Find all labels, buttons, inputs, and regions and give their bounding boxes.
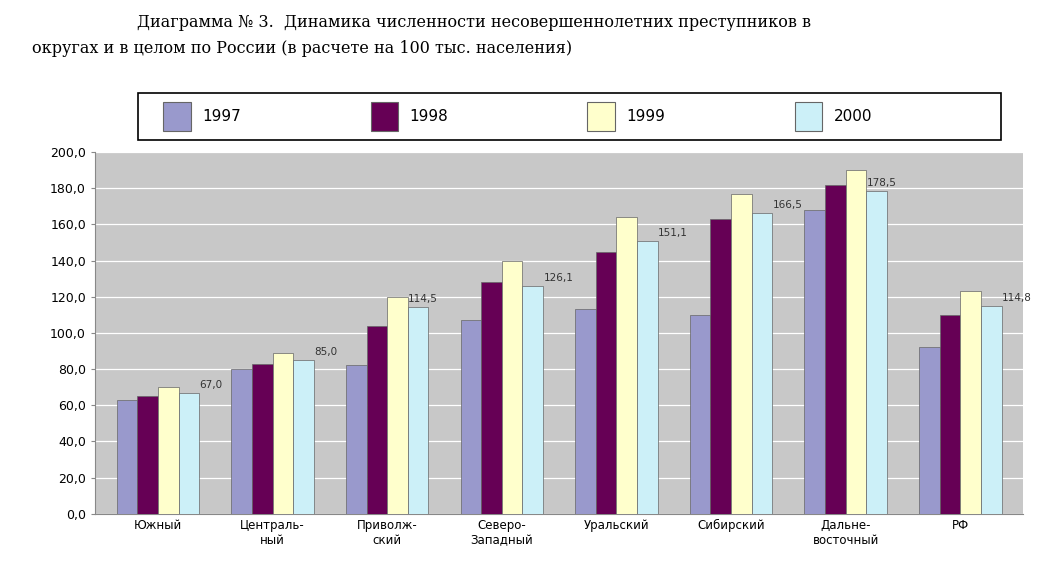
FancyBboxPatch shape: [138, 93, 1001, 139]
Bar: [137, 396, 158, 514]
Text: 1999: 1999: [626, 108, 665, 124]
Bar: [710, 219, 731, 514]
Text: 151,1: 151,1: [658, 228, 688, 238]
Bar: [252, 364, 272, 514]
Bar: [346, 366, 366, 514]
Bar: [575, 309, 596, 514]
Bar: [164, 102, 191, 131]
Bar: [919, 347, 940, 514]
Text: 1997: 1997: [203, 108, 241, 124]
Bar: [117, 400, 137, 514]
Bar: [158, 387, 178, 514]
Bar: [616, 217, 637, 514]
Bar: [794, 102, 822, 131]
Bar: [731, 193, 752, 514]
Bar: [752, 213, 772, 514]
Text: 178,5: 178,5: [867, 179, 897, 188]
Bar: [960, 292, 981, 514]
Text: 67,0: 67,0: [199, 380, 223, 390]
Text: 114,8: 114,8: [1002, 293, 1032, 304]
Bar: [637, 241, 657, 514]
Bar: [596, 251, 616, 514]
Text: округах и в целом по России (в расчете на 100 тыс. населения): округах и в целом по России (в расчете н…: [32, 40, 572, 57]
Bar: [825, 185, 846, 514]
Bar: [587, 102, 615, 131]
Bar: [387, 297, 408, 514]
Bar: [178, 393, 199, 514]
Bar: [866, 191, 887, 514]
Bar: [981, 306, 1001, 514]
Bar: [522, 286, 543, 514]
Text: 1998: 1998: [409, 108, 448, 124]
Text: 85,0: 85,0: [314, 347, 338, 358]
Bar: [481, 282, 502, 514]
Text: 114,5: 114,5: [408, 294, 438, 304]
Text: 2000: 2000: [833, 108, 872, 124]
Bar: [366, 325, 387, 514]
Bar: [940, 315, 960, 514]
Bar: [502, 261, 522, 514]
Text: Диаграмма № 3.  Динамика численности несовершеннолетних преступников в: Диаграмма № 3. Динамика численности несо…: [137, 14, 811, 32]
Bar: [231, 369, 252, 514]
Bar: [690, 315, 710, 514]
Bar: [272, 353, 293, 514]
Text: 126,1: 126,1: [543, 273, 573, 283]
Bar: [370, 102, 399, 131]
Bar: [461, 320, 481, 514]
Bar: [408, 307, 428, 514]
Text: 166,5: 166,5: [772, 200, 803, 210]
Bar: [293, 360, 314, 514]
Bar: [846, 170, 866, 514]
Bar: [804, 210, 825, 514]
